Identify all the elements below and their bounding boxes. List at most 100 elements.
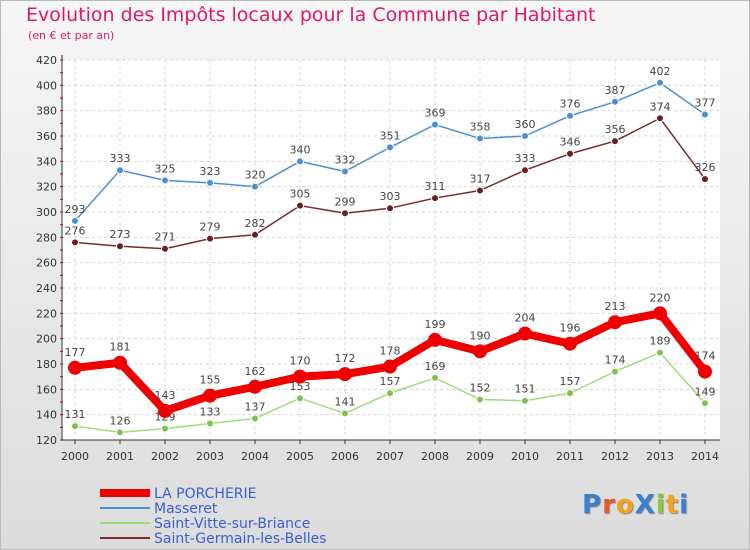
data-point: [521, 396, 529, 405]
data-point: [71, 216, 79, 225]
data-point: [521, 132, 529, 140]
data-label: 387: [605, 84, 626, 97]
x-tick-label: 2000: [61, 450, 89, 463]
y-tick-label: 200: [36, 333, 57, 346]
data-point: [203, 388, 217, 403]
data-point: [701, 399, 709, 408]
y-tick-label: 280: [36, 231, 57, 244]
data-label: 273: [110, 228, 131, 241]
data-label: 358: [470, 121, 491, 134]
data-label: 169: [425, 360, 446, 373]
data-label: 325: [155, 162, 176, 175]
logo-letter: t: [665, 490, 680, 520]
y-tick-label: 220: [36, 307, 57, 320]
data-point: [248, 379, 262, 394]
y-tick-label: 240: [36, 282, 57, 295]
series-saint-vitte-sur-briance: 1311261291331371531411571691521511571741…: [65, 335, 716, 437]
data-label: 346: [560, 136, 581, 149]
series-masseret: 293 333 325 323 320 340 332 351 369 358 360 376 387 4…: [65, 65, 716, 225]
data-point: [608, 315, 622, 330]
data-label: 332: [335, 153, 356, 166]
x-tick-label: 2014: [691, 450, 719, 463]
axes: 120 140 160 180 200 220 240 260 280 300 320 340 360 3…: [36, 54, 720, 463]
data-label: 377: [695, 96, 716, 109]
data-label: 170: [290, 355, 311, 368]
data-point: [563, 336, 577, 351]
data-point: [566, 389, 574, 398]
data-label: 157: [380, 375, 401, 388]
data-point: [341, 209, 349, 218]
data-point: [206, 178, 214, 187]
legend-item: Saint-Vitte-sur-Briance: [100, 516, 310, 532]
data-label: 213: [605, 300, 626, 313]
logo-letter: o: [615, 490, 635, 520]
data-point: [521, 166, 529, 175]
legend: LA PORCHERIEMasseretSaint-Vitte-sur-Bria…: [100, 486, 327, 547]
data-point: [338, 367, 352, 382]
data-label: 340: [290, 143, 311, 156]
plot-area: [62, 60, 720, 440]
data-label: 271: [155, 231, 176, 244]
chart-title: Evolution des Impôts locaux pour la Comm…: [26, 4, 596, 26]
y-tick-label: 160: [36, 383, 57, 396]
series-la-porcherie: 177 181 143 155 162 170 172 178 199 190 204 196 213 2…: [65, 291, 716, 418]
data-label: 369: [425, 107, 446, 120]
data-label: 181: [110, 341, 131, 354]
data-label: 174: [605, 354, 626, 367]
data-point: [701, 110, 709, 119]
data-point: [386, 389, 394, 398]
legend-item: Saint-Germain-les-Belles: [100, 531, 327, 547]
data-label: 177: [65, 346, 86, 359]
data-point: [293, 369, 307, 384]
data-label: 293: [65, 203, 86, 216]
legend-item: Masseret: [100, 501, 218, 517]
data-point: [341, 167, 349, 176]
legend-label: Saint-Vitte-sur-Briance: [154, 516, 310, 532]
data-label: 333: [110, 152, 131, 165]
data-point: [611, 137, 619, 146]
data-point: [206, 419, 214, 428]
data-label: 320: [245, 169, 266, 182]
data-point: [113, 355, 127, 370]
data-point: [71, 238, 79, 247]
data-point: [653, 306, 667, 321]
proxiti-logo: ProXiti: [582, 490, 689, 520]
data-label: 323: [200, 165, 221, 178]
y-tick-label: 360: [36, 130, 57, 143]
data-point: [68, 360, 82, 375]
y-tick-label: 140: [36, 409, 57, 422]
data-point: [296, 157, 304, 166]
data-label: 360: [515, 118, 536, 131]
data-label: 174: [695, 350, 716, 363]
data-label: 305: [290, 188, 311, 201]
logo-letter: P: [582, 490, 603, 520]
data-label: 276: [65, 224, 86, 237]
y-tick-label: 340: [36, 155, 57, 168]
data-point: [161, 424, 169, 433]
data-point: [611, 97, 619, 106]
x-tick-label: 2013: [646, 450, 674, 463]
data-point: [566, 149, 574, 158]
data-point: [431, 120, 439, 129]
y-tick-label: 420: [36, 54, 57, 67]
x-tick-label: 2009: [466, 450, 494, 463]
data-point: [611, 367, 619, 376]
y-tick-label: 260: [36, 257, 57, 270]
data-point: [701, 175, 709, 184]
data-label: 131: [65, 408, 86, 421]
data-point: [116, 166, 124, 175]
legend-label: Masseret: [154, 501, 218, 517]
x-tick-label: 2011: [556, 450, 584, 463]
data-label: 152: [470, 381, 491, 394]
data-point: [383, 359, 397, 374]
x-tick-label: 2005: [286, 450, 314, 463]
x-tick-label: 2002: [151, 450, 179, 463]
legend-item: LA PORCHERIE: [100, 486, 257, 502]
y-tick-label: 400: [36, 79, 57, 92]
data-point: [518, 326, 532, 341]
data-point: [206, 234, 214, 243]
x-tick-label: 2004: [241, 450, 269, 463]
x-tick-label: 2006: [331, 450, 359, 463]
data-label: 317: [470, 172, 491, 185]
data-label: 299: [335, 195, 356, 208]
